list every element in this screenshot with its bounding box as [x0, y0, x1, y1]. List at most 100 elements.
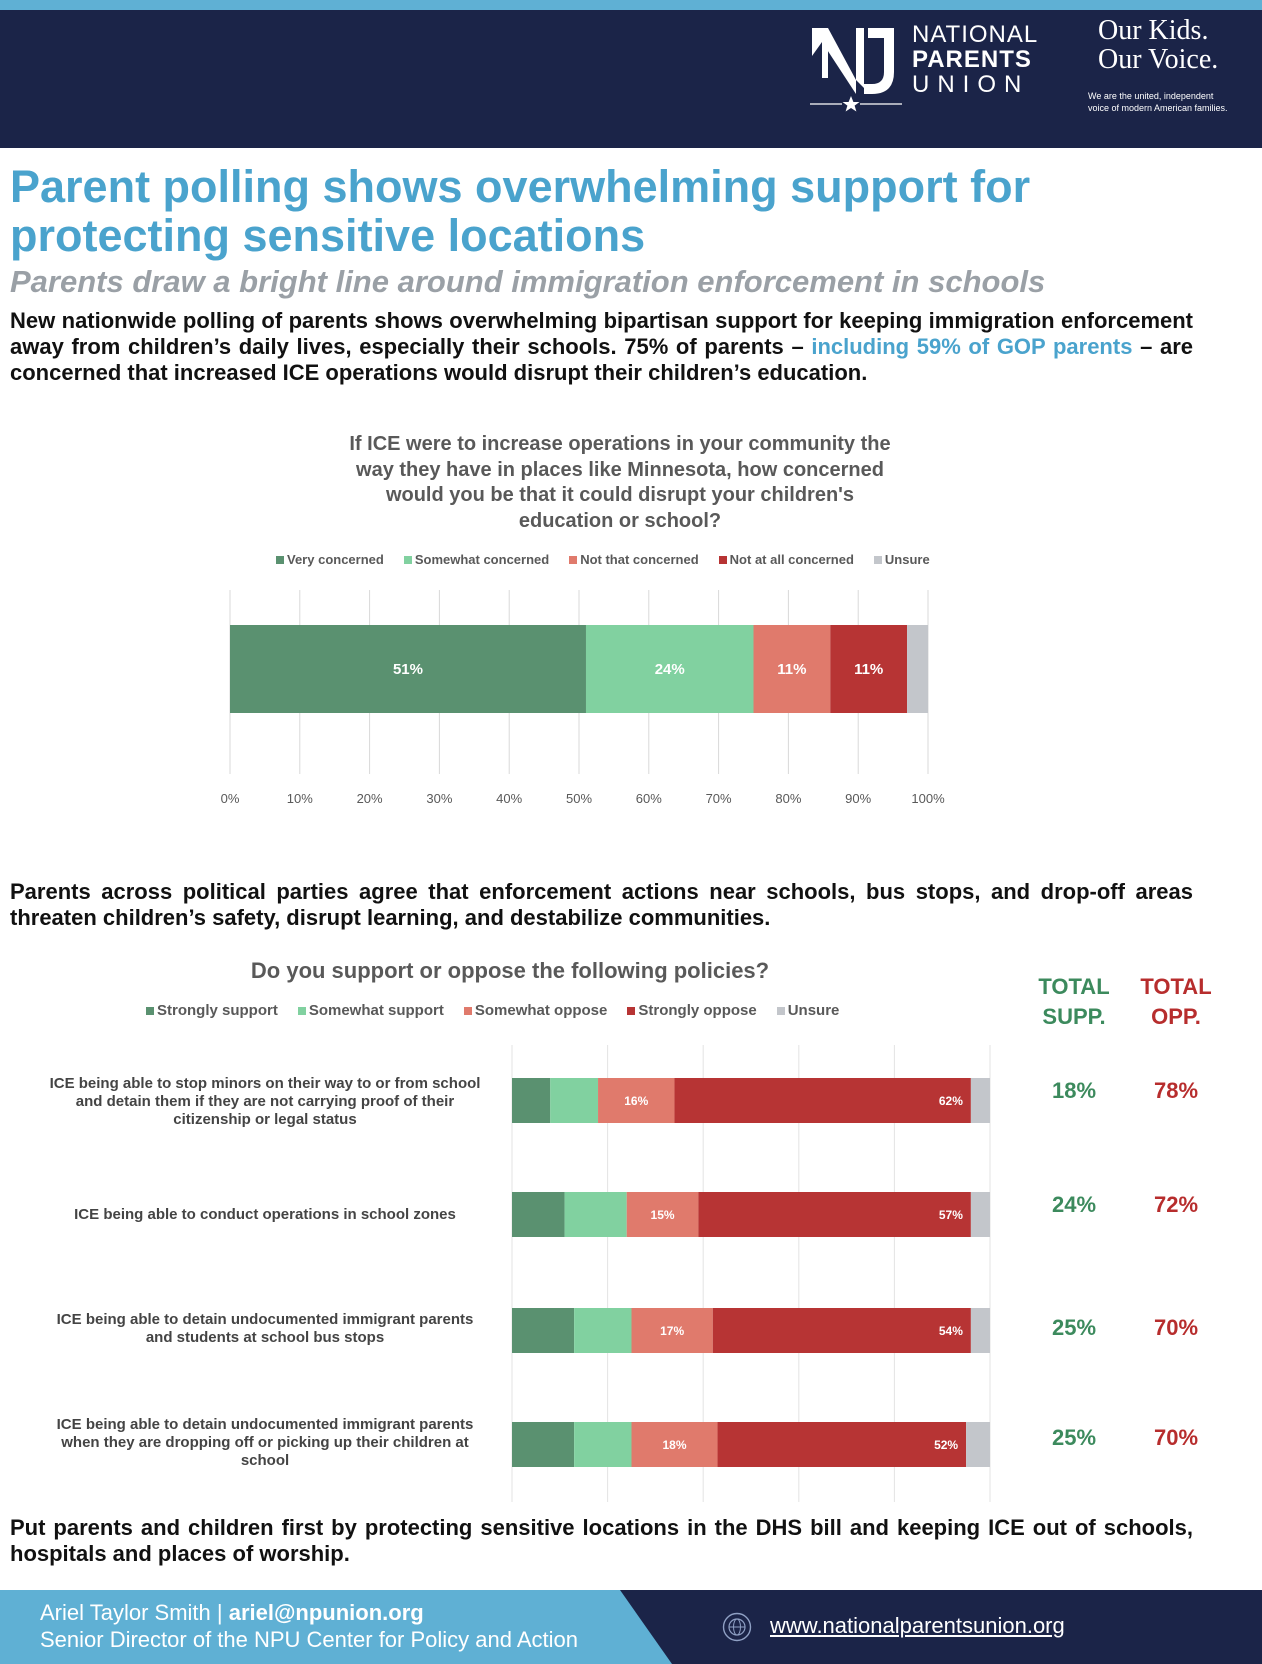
data-label: 15% — [651, 1208, 675, 1222]
chart2-svg: 16% 62% 15% 57% 17% 54% 18% 52% — [511, 1045, 991, 1502]
bar-segment — [512, 1192, 565, 1237]
legend-swatch — [463, 1006, 472, 1015]
x-tick-label: 0% — [221, 791, 240, 806]
bar-segment — [970, 1192, 990, 1237]
logo-line-parents: PARENTS — [912, 46, 1032, 74]
footer-website-link[interactable]: www.nationalparentsunion.org — [770, 1613, 1065, 1638]
globe-icon — [722, 1612, 752, 1642]
legend-swatch — [297, 1006, 306, 1015]
intro-paragraph: New nationwide polling of parents shows … — [10, 308, 1193, 386]
legend-item-unsure: Unsure — [776, 1002, 840, 1019]
bar-segment — [626, 1192, 699, 1237]
bar-segment — [574, 1308, 632, 1353]
bar-segment — [674, 1078, 971, 1123]
bar-segment — [631, 1422, 718, 1467]
data-label: 11% — [854, 661, 883, 678]
page-title: Parent polling shows overwhelming suppor… — [10, 161, 1031, 261]
npu-logo-icon — [810, 28, 902, 112]
footer-name-text: Ariel Taylor Smith | — [40, 1600, 229, 1625]
logo-line-national: NATIONAL — [912, 21, 1039, 48]
page-subtitle: Parents draw a bright line around immigr… — [10, 264, 1046, 299]
legend-swatch — [873, 555, 882, 564]
total-oppose-value: 78% — [1153, 1078, 1199, 1103]
tagline-line2: Our Voice. — [1098, 44, 1219, 76]
row-label-line: citizenship or legal status — [173, 1111, 357, 1128]
footer-contact-role: Senior Director of the NPU Center for Po… — [40, 1627, 579, 1652]
row-label-line: when they are dropping off or picking up… — [61, 1434, 469, 1451]
x-tick-label: 50% — [566, 791, 592, 806]
logo-line-union: UNION — [912, 71, 1030, 99]
intro-highlight: including 59% of GOP parents — [811, 334, 1133, 359]
x-tick-label: 70% — [706, 791, 732, 806]
bar-segment — [574, 1422, 632, 1467]
intro-text-part1: New nationwide polling of parents shows … — [10, 308, 1193, 359]
legend-swatch — [776, 1006, 785, 1015]
bar-segment — [698, 1192, 971, 1237]
bar-segment — [970, 1078, 990, 1123]
legend-item-strongly-support: Strongly support — [146, 1002, 278, 1019]
bar-segment — [970, 1308, 990, 1353]
legend-label: Not that concerned — [580, 552, 699, 567]
legend-item-unsure: Unsure — [873, 552, 930, 567]
row-label-line: ICE being able to stop minors on their w… — [49, 1075, 481, 1092]
legend-swatch — [627, 1006, 636, 1015]
total-support-value: 24% — [1051, 1192, 1097, 1217]
chart1-title: If ICE were to increase operations in yo… — [280, 432, 960, 534]
x-tick-label: 40% — [496, 791, 522, 806]
total-support-header-line2: SUPP. — [1042, 1004, 1106, 1029]
legend-label: Not at all concerned — [729, 552, 854, 567]
bar-segment — [512, 1422, 575, 1467]
logo-wordmark: NATIONAL PARENTS UNION — [912, 22, 1038, 98]
data-label: 11% — [777, 661, 806, 678]
legend-item-somewhat-concerned: Somewhat concerned — [403, 552, 550, 567]
chart1-title-line: would you be that it could disrupt your … — [385, 484, 855, 506]
legend-label: Somewhat concerned — [414, 552, 550, 567]
x-tick-label: 80% — [775, 791, 801, 806]
bar-segment — [550, 1078, 599, 1123]
data-label: 57% — [939, 1208, 963, 1222]
header-banner — [0, 10, 1262, 148]
legend-swatch — [718, 555, 727, 564]
row-label-line: and detain them if they are not carrying… — [75, 1093, 455, 1110]
total-oppose-value: 70% — [1153, 1425, 1199, 1450]
chart2-title: Do you support or oppose the following p… — [250, 958, 770, 983]
top-accent-strip — [0, 0, 1262, 10]
legend-label: Unsure — [787, 1002, 840, 1019]
data-label: 62% — [939, 1094, 963, 1108]
footer-email-link[interactable]: ariel@npunion.org — [228, 1600, 424, 1625]
row-label-line: school — [240, 1452, 290, 1469]
row-label-school-zones: ICE being able to conduct operations in … — [30, 1206, 500, 1224]
x-tick-label: 100% — [911, 791, 945, 806]
chart1-title-line: education or school? — [518, 509, 722, 532]
bar-segment — [598, 1078, 675, 1123]
chart1-title-line: way they have in places like Minnesota, … — [356, 458, 884, 481]
legend-label: Strongly oppose — [638, 1002, 757, 1019]
row-label-line: ICE being able to conduct operations in … — [74, 1206, 456, 1223]
legend-item-strongly-oppose: Strongly oppose — [627, 1002, 757, 1019]
row-label-line: ICE being able to detain undocumented im… — [56, 1416, 474, 1433]
legend-label: Very concerned — [287, 552, 384, 567]
legend-swatch — [276, 555, 284, 564]
total-support-value: 25% — [1051, 1315, 1097, 1340]
legend-swatch — [569, 555, 578, 564]
total-support-value: 18% — [1051, 1078, 1097, 1103]
bar-segment — [512, 1078, 551, 1123]
footer-contact-panel — [0, 1590, 672, 1664]
legend-item-not-at-all-concerned: Not at all concerned — [718, 552, 854, 567]
data-label: 54% — [939, 1324, 963, 1338]
tagline-subtext: We are the united, independent voice of … — [1088, 90, 1258, 114]
row-label-line: ICE being able to detain undocumented im… — [56, 1311, 474, 1328]
x-tick-label: 90% — [845, 791, 871, 806]
data-label: 17% — [660, 1324, 684, 1338]
tagline-line1: Our Kids. — [1098, 15, 1209, 46]
chart1-svg: 0% 10% 20% 30% 40% 50% 60% 70% 80% 90% 100% 51% 24% 1… — [221, 590, 945, 806]
bar-segment — [585, 625, 754, 713]
bar-segment — [512, 1308, 575, 1353]
legend-swatch — [403, 555, 412, 564]
data-label: 18% — [663, 1438, 687, 1452]
bar-segment — [966, 1422, 990, 1467]
x-tick-label: 10% — [287, 791, 313, 806]
bar-segment — [631, 1308, 713, 1353]
bar-segment — [230, 625, 586, 713]
tagline-sub-line1: We are the united, independent — [1088, 91, 1214, 101]
